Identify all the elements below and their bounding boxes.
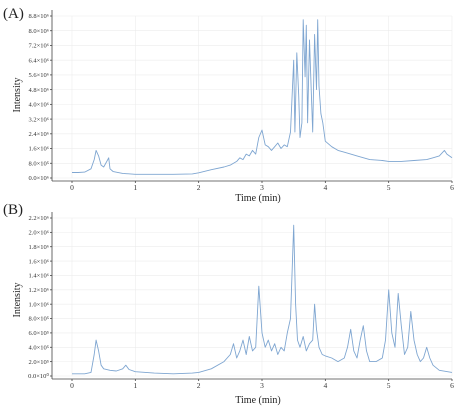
- panel-a-x-axis-label: Time (min): [235, 193, 280, 204]
- panel-a-intensity-trace: [72, 19, 453, 175]
- panel-a-grid: [52, 15, 453, 179]
- panel-b-x-tick-label-5: 5: [387, 381, 391, 390]
- panel-a-y-tick-label-6: 4.8×10⁶: [28, 87, 49, 94]
- panel-b-intensity-trace: [72, 224, 453, 375]
- panel-b-y-tick-label-10: 2.0×10⁶: [28, 230, 49, 237]
- panel-b: (B) Intensity Time (min) 0.0×10⁰ 2.0×10⁵ 4…: [3, 202, 454, 406]
- panel-a-x-tick-label-4: 4: [323, 183, 327, 192]
- panel-a-x-tick-label-3: 3: [260, 183, 264, 192]
- panel-b-axes: [51, 212, 452, 380]
- panel-a-y-ticks: 0.0×10⁶ 8.0×10⁵ 1.6×10⁶ 2.4×10⁶ 3.2×10⁶ 4.0×1…: [28, 13, 52, 182]
- panel-b-y-tick-label-1: 2.0×10⁵: [28, 359, 49, 366]
- panel-b-y-tick-label-6: 1.2×10⁶: [28, 287, 49, 294]
- panel-a-x-tick-label-2: 2: [197, 183, 201, 192]
- panel-a-y-tick-label-8: 6.4×10⁶: [28, 57, 49, 64]
- panel-a-x-ticks: 0 1 2 3 4 5 6: [70, 181, 454, 192]
- panel-a-x-tick-label-6: 6: [450, 183, 454, 192]
- panel-b-y-tick-label-3: 6.0×10⁵: [28, 330, 49, 337]
- panel-a-y-tick-label-0: 0.0×10⁶: [28, 175, 49, 182]
- panel-b-x-tick-label-2: 2: [197, 381, 201, 390]
- panel-b-x-axis-label: Time (min): [235, 395, 280, 406]
- panel-a-y-tick-label-1: 8.0×10⁵: [28, 160, 49, 167]
- panel-b-y-tick-label-0: 0.0×10⁰: [28, 372, 49, 380]
- panel-b-x-tick-label-1: 1: [133, 381, 137, 390]
- panel-a-y-tick-label-5: 4.0×10⁶: [28, 102, 49, 109]
- panel-a-x-tick-label-0: 0: [70, 183, 74, 192]
- panel-b-x-tick-label-4: 4: [323, 381, 327, 390]
- panel-b-y-tick-label-4: 8.0×10⁵: [28, 316, 49, 323]
- panel-a-y-tick-label-4: 3.2×10⁶: [28, 116, 49, 123]
- panel-a-y-tick-label-9: 7.2×10⁶: [28, 43, 49, 50]
- panel-b-label: (B): [3, 202, 23, 218]
- panel-b-y-tick-label-8: 1.6×10⁶: [28, 258, 49, 265]
- panel-b-x-tick-label-6: 6: [450, 381, 454, 390]
- panel-b-x-ticks: 0 1 2 3 4 5 6: [70, 379, 454, 390]
- panel-a-axes: [51, 10, 452, 182]
- panel-b-y-tick-label-9: 1.8×10⁶: [28, 244, 49, 251]
- panel-b-y-ticks: 0.0×10⁰ 2.0×10⁵ 4.0×10⁵ 6.0×10⁵ 8.0×10⁵ 1.0×1…: [28, 215, 52, 380]
- panel-a-x-tick-label-1: 1: [133, 183, 137, 192]
- panel-a-x-tick-label-5: 5: [387, 183, 391, 192]
- panel-a-y-tick-label-3: 2.4×10⁶: [28, 131, 49, 138]
- panel-a-y-tick-label-2: 1.6×10⁶: [28, 146, 49, 153]
- panel-b-y-axis-label: Intensity: [12, 283, 23, 318]
- panel-a-y-axis-label: Intensity: [12, 78, 23, 113]
- panel-a: (A) Intensity Time (min) 0.0×10⁶ 8.0×10⁵ 1…: [3, 6, 454, 204]
- panel-b-y-tick-label-7: 1.4×10⁶: [28, 273, 49, 280]
- panel-b-y-tick-label-5: 1.0×10⁶: [28, 301, 49, 308]
- panel-a-y-tick-label-11: 8.8×10⁶: [28, 13, 49, 20]
- panel-a-label: (A): [3, 6, 24, 22]
- panel-b-x-tick-label-3: 3: [260, 381, 264, 390]
- panel-b-grid: [52, 217, 453, 377]
- panel-a-y-tick-label-7: 5.6×10⁶: [28, 72, 49, 79]
- panel-b-y-tick-label-2: 4.0×10⁵: [28, 344, 49, 351]
- panel-b-y-tick-label-11: 2.2×10⁶: [28, 215, 49, 222]
- panel-b-x-tick-label-0: 0: [70, 381, 74, 390]
- panel-a-y-tick-label-10: 8.0×10⁶: [28, 28, 49, 35]
